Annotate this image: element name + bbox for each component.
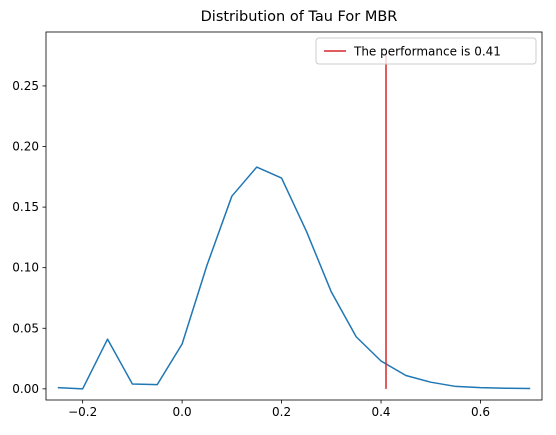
y-tick-label: 0.20 [12,140,39,154]
chart-title: Distribution of Tau For MBR [201,9,398,25]
y-tick-label: 0.10 [12,261,39,275]
x-tick-label: 0.2 [272,405,291,419]
x-tick-label: 0.6 [471,405,490,419]
x-tick-label: −0.2 [68,405,97,419]
y-tick-label: 0.15 [12,200,39,214]
y-tick-label: 0.25 [12,79,39,93]
x-tick-label: 0.4 [371,405,390,419]
legend-box [315,37,537,65]
y-tick-label: 0.00 [12,382,39,396]
x-tick-label: 0.0 [173,405,192,419]
y-tick-label: 0.05 [12,321,39,335]
axes-frame [45,31,543,401]
plot-area [57,53,531,390]
legend-label: The performance is 0.41 [353,45,501,59]
y-axis: 0.00 0.05 0.10 0.15 0.20 0.25 [12,79,46,396]
legend: The performance is 0.41 [315,37,537,65]
series-line [57,166,531,390]
x-axis: −0.2 0.0 0.2 0.4 0.6 [68,400,490,419]
